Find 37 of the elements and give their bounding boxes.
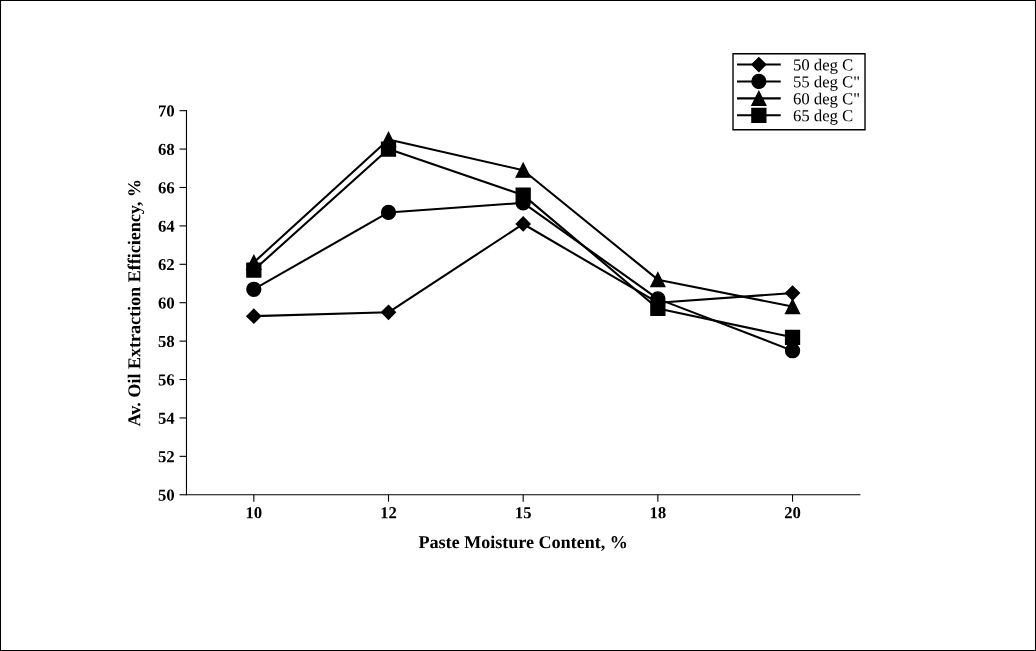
point — [380, 204, 397, 221]
point — [784, 298, 801, 315]
point — [515, 187, 531, 203]
point — [380, 304, 397, 320]
legend-label: 55 deg C" — [794, 75, 859, 91]
point — [784, 285, 801, 301]
point — [650, 272, 666, 288]
x-tick-label: 20 — [784, 507, 801, 519]
y-tick-label: 68 — [158, 143, 175, 156]
y-axis-title: Av. Oil Extraction Efficiency, % — [127, 180, 145, 427]
y-tick-label: 54 — [158, 412, 175, 424]
x-axis-title: Paste Moisture Content, % — [418, 535, 627, 551]
y-tick-label: 58 — [158, 335, 175, 348]
y-tick-label: 56 — [158, 374, 175, 386]
y-tick-label: 52 — [158, 451, 174, 463]
legend-label: 65 deg C — [793, 109, 853, 125]
y-tick-label: 62 — [158, 259, 174, 271]
point — [246, 262, 262, 278]
x-tick-label: 10 — [246, 507, 262, 519]
x-tick-label: 18 — [650, 507, 666, 519]
legend-label: 50 deg C — [794, 58, 853, 74]
y-tick-label: 64 — [158, 220, 175, 232]
point — [246, 308, 262, 324]
point — [515, 216, 531, 232]
y-tick-label: 50 — [158, 489, 175, 501]
y-tick-label: 60 — [158, 297, 175, 309]
x-tick-label: 15 — [516, 507, 531, 519]
y-tick-label: 66 — [158, 182, 175, 194]
point — [246, 281, 262, 297]
legend-label: 60 deg C" — [793, 92, 859, 108]
point — [784, 329, 801, 345]
x-tick-label: 12 — [381, 507, 397, 519]
point — [515, 162, 531, 178]
point — [380, 141, 397, 157]
point — [784, 343, 801, 359]
point — [650, 300, 666, 317]
y-tick-label: 70 — [158, 105, 175, 117]
